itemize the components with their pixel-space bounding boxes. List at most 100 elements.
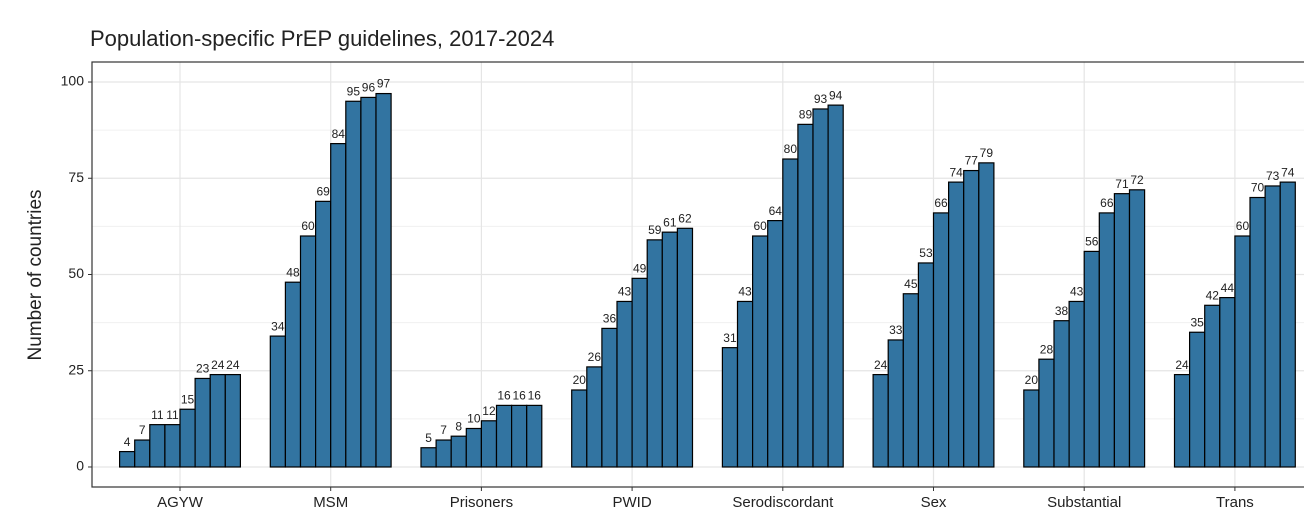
x-tick-label: Trans	[1216, 494, 1254, 509]
bar	[827, 104, 844, 468]
bar	[360, 96, 377, 468]
bar	[299, 235, 317, 468]
data-label: 66	[1100, 196, 1114, 210]
bar	[495, 404, 513, 468]
bar	[1068, 300, 1085, 468]
data-label: 36	[603, 312, 617, 326]
data-label: 61	[663, 215, 677, 229]
bar	[420, 447, 437, 468]
data-label: 60	[753, 219, 767, 233]
data-label: 66	[934, 196, 948, 210]
bar	[616, 300, 633, 468]
data-label: 89	[799, 108, 813, 122]
bar	[676, 227, 694, 468]
data-label: 42	[1206, 288, 1220, 302]
bar	[646, 239, 663, 468]
data-label: 24	[1175, 358, 1189, 372]
bar	[1279, 181, 1296, 468]
bar	[751, 235, 769, 468]
data-label: 59	[648, 223, 662, 237]
data-label: 77	[965, 154, 979, 168]
bar	[661, 231, 678, 468]
x-tick-label: AGYW	[157, 494, 204, 509]
y-tick-label: 50	[68, 265, 84, 281]
data-label: 8	[455, 419, 462, 433]
data-label: 23	[196, 362, 210, 376]
bar	[134, 439, 151, 468]
bar	[1204, 304, 1221, 468]
data-label: 95	[347, 84, 361, 98]
data-label: 7	[139, 423, 146, 437]
data-label: 26	[588, 350, 602, 364]
bar	[1098, 212, 1116, 468]
chart-title: Population-specific PrEP guidelines, 201…	[90, 26, 554, 51]
data-label: 20	[1025, 373, 1039, 387]
y-tick-label: 75	[68, 169, 84, 185]
bar	[1023, 389, 1040, 468]
bar	[179, 408, 196, 468]
data-label: 60	[301, 219, 315, 233]
plot-border	[91, 61, 1304, 488]
bar	[224, 373, 242, 468]
bar	[631, 277, 648, 468]
bar	[511, 404, 528, 468]
data-label: 56	[1085, 235, 1099, 249]
bar	[917, 262, 935, 468]
data-label: 10	[467, 412, 481, 426]
data-label: 96	[362, 81, 376, 95]
data-label: 69	[316, 185, 330, 199]
data-label: 94	[829, 88, 843, 102]
bar	[887, 339, 904, 468]
bar	[284, 281, 302, 468]
bar	[782, 158, 799, 468]
data-label: 20	[573, 373, 587, 387]
bar	[465, 427, 482, 468]
data-label: 34	[271, 319, 285, 333]
data-label: 38	[1055, 304, 1069, 318]
bar	[1234, 235, 1251, 468]
data-label: 28	[1040, 342, 1054, 356]
data-label: 72	[1130, 173, 1144, 187]
bar	[586, 366, 603, 468]
data-label: 7	[440, 423, 447, 437]
x-tick-label: PWID	[613, 494, 652, 509]
bar	[450, 435, 467, 468]
bar	[1188, 331, 1206, 468]
bar	[164, 424, 181, 468]
data-label: 74	[1281, 165, 1295, 179]
bar	[345, 100, 362, 468]
data-label: 84	[332, 127, 346, 141]
data-label: 24	[211, 358, 225, 372]
bar	[736, 300, 754, 468]
bar	[330, 143, 347, 468]
x-tick-label: Prisoners	[450, 494, 513, 509]
y-axis-label: Number of countries	[25, 189, 46, 360]
bar	[1038, 358, 1055, 468]
bar	[1219, 296, 1236, 468]
bar	[1264, 185, 1281, 468]
y-tick-label: 0	[76, 458, 84, 474]
bar	[480, 420, 498, 468]
data-label: 31	[723, 331, 737, 345]
y-tick-label: 100	[61, 73, 85, 89]
bar	[315, 200, 332, 468]
data-label: 93	[814, 92, 828, 106]
data-label: 71	[1115, 177, 1129, 191]
bar	[526, 404, 543, 468]
data-label: 53	[919, 246, 933, 260]
x-tick-label: MSM	[313, 494, 348, 509]
bar	[435, 439, 452, 468]
data-label: 73	[1266, 169, 1280, 183]
data-label: 79	[980, 146, 994, 160]
bar	[1113, 193, 1131, 468]
data-label: 11	[151, 408, 164, 422]
bar	[375, 92, 392, 468]
data-label: 44	[1221, 281, 1235, 295]
data-label: 43	[1070, 285, 1084, 299]
bar	[978, 162, 995, 468]
data-label: 35	[1190, 315, 1204, 329]
data-label: 16	[528, 389, 542, 403]
data-label: 16	[497, 389, 511, 403]
data-label: 70	[1251, 181, 1265, 195]
